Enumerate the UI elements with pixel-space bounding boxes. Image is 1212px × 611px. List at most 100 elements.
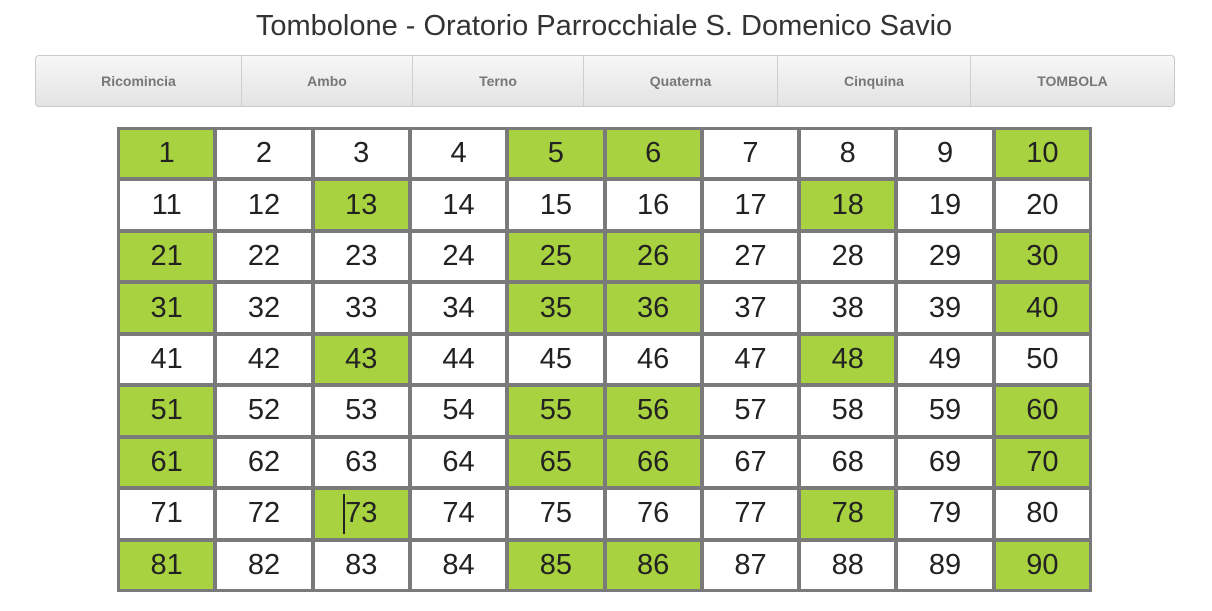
number-board: 1 2 3 4 5 6 7 8 9 10 11 12 13 14 15 16 17 18 19 20 21 22 23 24 2… — [117, 127, 1092, 592]
number-cell-11[interactable]: 11 — [120, 181, 214, 229]
number-cell-19[interactable]: 19 — [898, 181, 992, 229]
number-cell-21[interactable]: 21 — [120, 232, 214, 281]
ambo-button[interactable]: Ambo — [242, 56, 413, 106]
number-cell-10[interactable]: 10 — [995, 130, 1089, 178]
number-cell-84[interactable]: 84 — [411, 541, 506, 589]
number-cell-71[interactable]: 71 — [120, 490, 214, 538]
number-cell-8[interactable]: 8 — [801, 130, 895, 178]
number-cell-76[interactable]: 76 — [606, 490, 700, 538]
number-cell-37[interactable]: 37 — [703, 284, 798, 332]
tombola-button[interactable]: TOMBOLA — [1037, 73, 1108, 89]
number-cell-53[interactable]: 53 — [314, 387, 408, 435]
number-cell-68[interactable]: 68 — [801, 438, 895, 487]
number-cell-47[interactable]: 47 — [703, 335, 798, 384]
toolbar: Ricomincia Ambo Terno Quaterna Cinquina … — [35, 55, 1175, 107]
number-cell-55[interactable]: 55 — [509, 387, 603, 435]
number-cell-42[interactable]: 42 — [217, 335, 311, 384]
cinquina-button[interactable]: Cinquina — [778, 56, 971, 106]
number-cell-74[interactable]: 74 — [411, 490, 506, 538]
number-cell-61[interactable]: 61 — [120, 438, 214, 487]
number-cell-62[interactable]: 62 — [217, 438, 311, 487]
number-cell-64[interactable]: 64 — [411, 438, 506, 487]
number-cell-41[interactable]: 41 — [120, 335, 214, 384]
number-cell-67[interactable]: 67 — [703, 438, 798, 487]
number-cell-14[interactable]: 14 — [411, 181, 506, 229]
number-cell-26[interactable]: 26 — [606, 232, 700, 281]
number-cell-12[interactable]: 12 — [217, 181, 311, 229]
number-cell-40[interactable]: 40 — [995, 284, 1089, 332]
number-cell-88[interactable]: 88 — [801, 541, 895, 589]
number-cell-20[interactable]: 20 — [995, 181, 1089, 229]
number-cell-4[interactable]: 4 — [411, 130, 506, 178]
number-cell-46[interactable]: 46 — [606, 335, 700, 384]
number-cell-63[interactable]: 63 — [314, 438, 408, 487]
number-cell-59[interactable]: 59 — [898, 387, 992, 435]
number-cell-28[interactable]: 28 — [801, 232, 895, 281]
number-cell-29[interactable]: 29 — [898, 232, 992, 281]
number-cell-87[interactable]: 87 — [703, 541, 798, 589]
number-cell-30[interactable]: 30 — [995, 232, 1089, 281]
number-cell-80[interactable]: 80 — [995, 490, 1089, 538]
number-cell-78[interactable]: 78 — [801, 490, 895, 538]
number-cell-86[interactable]: 86 — [606, 541, 700, 589]
number-cell-16[interactable]: 16 — [606, 181, 700, 229]
number-cell-39[interactable]: 39 — [898, 284, 992, 332]
number-cell-50[interactable]: 50 — [995, 335, 1089, 384]
number-cell-70[interactable]: 70 — [995, 438, 1089, 487]
number-cell-34[interactable]: 34 — [411, 284, 506, 332]
number-cell-33[interactable]: 33 — [314, 284, 408, 332]
number-cell-35[interactable]: 35 — [509, 284, 603, 332]
number-cell-2[interactable]: 2 — [217, 130, 311, 178]
number-cell-1[interactable]: 1 — [120, 130, 214, 178]
number-cell-31[interactable]: 31 — [120, 284, 214, 332]
number-cell-43[interactable]: 43 — [314, 335, 408, 384]
number-cell-44[interactable]: 44 — [411, 335, 506, 384]
number-cell-32[interactable]: 32 — [217, 284, 311, 332]
number-cell-24[interactable]: 24 — [411, 232, 506, 281]
number-cell-51[interactable]: 51 — [120, 387, 214, 435]
number-cell-23[interactable]: 23 — [314, 232, 408, 281]
number-cell-89[interactable]: 89 — [898, 541, 992, 589]
number-cell-25[interactable]: 25 — [509, 232, 603, 281]
number-cell-45[interactable]: 45 — [509, 335, 603, 384]
number-cell-73[interactable]: 73 — [314, 490, 408, 538]
number-cell-3[interactable]: 3 — [314, 130, 408, 178]
number-cell-72[interactable]: 72 — [217, 490, 311, 538]
number-cell-79[interactable]: 79 — [898, 490, 992, 538]
number-cell-49[interactable]: 49 — [898, 335, 992, 384]
number-cell-82[interactable]: 82 — [217, 541, 311, 589]
page-title: Tombolone - Oratorio Parrocchiale S. Dom… — [255, 10, 953, 42]
number-cell-7[interactable]: 7 — [703, 130, 798, 178]
number-cell-85[interactable]: 85 — [509, 541, 603, 589]
number-cell-9[interactable]: 9 — [898, 130, 992, 178]
number-cell-6[interactable]: 6 — [606, 130, 700, 178]
number-cell-58[interactable]: 58 — [801, 387, 895, 435]
number-cell-77[interactable]: 77 — [703, 490, 798, 538]
number-cell-15[interactable]: 15 — [509, 181, 603, 229]
terno-button[interactable]: Terno — [413, 56, 584, 106]
number-cell-81[interactable]: 81 — [120, 541, 214, 589]
number-cell-52[interactable]: 52 — [217, 387, 311, 435]
number-cell-60[interactable]: 60 — [995, 387, 1089, 435]
number-cell-27[interactable]: 27 — [703, 232, 798, 281]
number-cell-36[interactable]: 36 — [606, 284, 700, 332]
number-cell-22[interactable]: 22 — [217, 232, 311, 281]
number-cell-5[interactable]: 5 — [509, 130, 603, 178]
text-cursor — [343, 494, 345, 534]
number-cell-17[interactable]: 17 — [703, 181, 798, 229]
number-cell-69[interactable]: 69 — [898, 438, 992, 487]
restart-button[interactable]: Ricomincia — [36, 56, 242, 106]
number-cell-54[interactable]: 54 — [411, 387, 506, 435]
number-cell-13[interactable]: 13 — [314, 181, 408, 229]
number-cell-65[interactable]: 65 — [509, 438, 603, 487]
number-cell-66[interactable]: 66 — [606, 438, 700, 487]
number-cell-56[interactable]: 56 — [606, 387, 700, 435]
number-cell-90[interactable]: 90 — [995, 541, 1089, 589]
number-cell-38[interactable]: 38 — [801, 284, 895, 332]
number-cell-83[interactable]: 83 — [314, 541, 408, 589]
number-cell-75[interactable]: 75 — [509, 490, 603, 538]
number-cell-57[interactable]: 57 — [703, 387, 798, 435]
quaterna-button[interactable]: Quaterna — [584, 56, 778, 106]
number-cell-18[interactable]: 18 — [801, 181, 895, 229]
number-cell-48[interactable]: 48 — [801, 335, 895, 384]
